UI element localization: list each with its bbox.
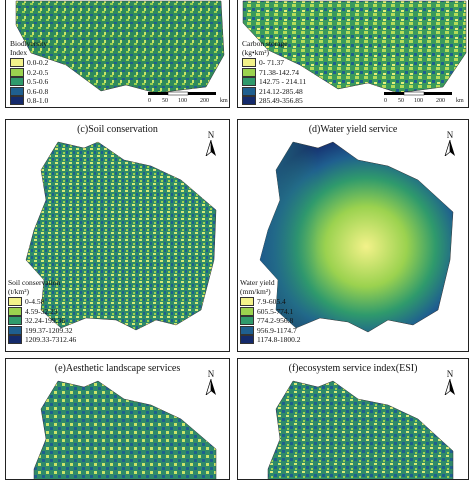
map-panel-water-yield: (d)Water yield service N Water yield (mm… <box>237 119 469 352</box>
north-arrow-icon <box>205 140 216 156</box>
legend-item: 605.5-774.1 <box>240 306 300 317</box>
legend-item: 7.9-605.4 <box>240 297 300 307</box>
legend-item: 956.9-1174.7 <box>240 325 300 336</box>
legend-item: 199.37-1209.32 <box>8 325 76 336</box>
legend-item: 214.12-285.48 <box>242 86 306 97</box>
north-arrow-icon <box>444 379 455 395</box>
legend-title: Water yield (mm/km²) <box>240 278 275 296</box>
scale-bar: 0 50 100 200 km <box>384 91 468 104</box>
legend-item: 1209.33-7312.46 <box>8 335 76 345</box>
legend-water-yield: Water yield (mm/km²) 7.9-605.4 605.5-774… <box>240 278 300 345</box>
map-panel-carbon-storage: Carbon storage (kg•km²) 0- 71.37 71.38-1… <box>237 0 469 108</box>
legend-item: 0.0-0.2 <box>10 58 48 68</box>
legend-title: Biodiversity Index <box>10 39 48 57</box>
north-arrow-icon <box>205 379 216 395</box>
north-label: N <box>207 369 215 379</box>
legend-item: 0- 71.37 <box>242 58 306 68</box>
legend-item: 32.24-199.36 <box>8 316 76 326</box>
legend-item: 0.8-1.0 <box>10 96 48 106</box>
legend-biodiversity: Biodiversity Index 0.0-0.2 0.2-0.5 0.5-0… <box>10 39 48 106</box>
esi-map <box>267 380 454 479</box>
legend-soil-conservation: Soil conservation (t/km²) 0-4.58 4.59-32… <box>8 278 76 345</box>
legend-item: 0-4.58 <box>8 297 76 307</box>
panel-title: (d)Water yield service <box>308 124 398 135</box>
aesthetic-landscape-map <box>33 380 217 479</box>
legend-title: Soil conservation (t/km²) <box>8 278 61 296</box>
north-label: N <box>207 130 215 140</box>
north-arrow: N <box>203 369 219 395</box>
scale-bar: 0 50 100 200 km <box>148 91 229 104</box>
legend-item: 1174.8-1800.2 <box>240 335 300 345</box>
legend-item: 0.6-0.8 <box>10 86 48 97</box>
map-panel-aesthetic-landscape: (e)Aesthetic landscape services N <box>5 358 230 480</box>
north-label: N <box>446 369 454 379</box>
legend-item: 285.49-356.85 <box>242 96 306 106</box>
panel-title: (f)ecosystem service index(ESI) <box>288 363 418 374</box>
biodiversity-map <box>15 0 225 94</box>
legend-item: 774.2-956.8 <box>240 316 300 326</box>
map-panel-esi: (f)ecosystem service index(ESI) N <box>237 358 469 480</box>
panel-title: (e)Aesthetic landscape services <box>54 363 181 374</box>
map-panel-biodiversity: Biodiversity Index 0.0-0.2 0.2-0.5 0.5-0… <box>5 0 230 108</box>
north-label: N <box>446 130 454 140</box>
north-arrow: N <box>442 130 458 156</box>
map-panel-soil-conservation: (c)Soil conservation N Soil conservation… <box>5 119 230 352</box>
panel-title: (c)Soil conservation <box>77 124 158 135</box>
legend-title: Carbon storage (kg•km²) <box>242 39 288 57</box>
water-yield-map <box>259 141 454 333</box>
soil-conservation-map <box>25 141 217 331</box>
legend-carbon-storage: Carbon storage (kg•km²) 0- 71.37 71.38-1… <box>242 39 306 106</box>
legend-item: 0.2-0.5 <box>10 67 48 78</box>
legend-item: 142.75 - 214.11 <box>242 77 306 87</box>
carbon-storage-map <box>242 0 467 94</box>
legend-item: 71.38-142.74 <box>242 67 306 78</box>
legend-item: 4.59-32.23 <box>8 306 76 317</box>
legend-item: 0.5-0.6 <box>10 77 48 87</box>
north-arrow-icon <box>444 140 455 156</box>
north-arrow: N <box>203 130 219 156</box>
north-arrow: N <box>442 369 458 395</box>
